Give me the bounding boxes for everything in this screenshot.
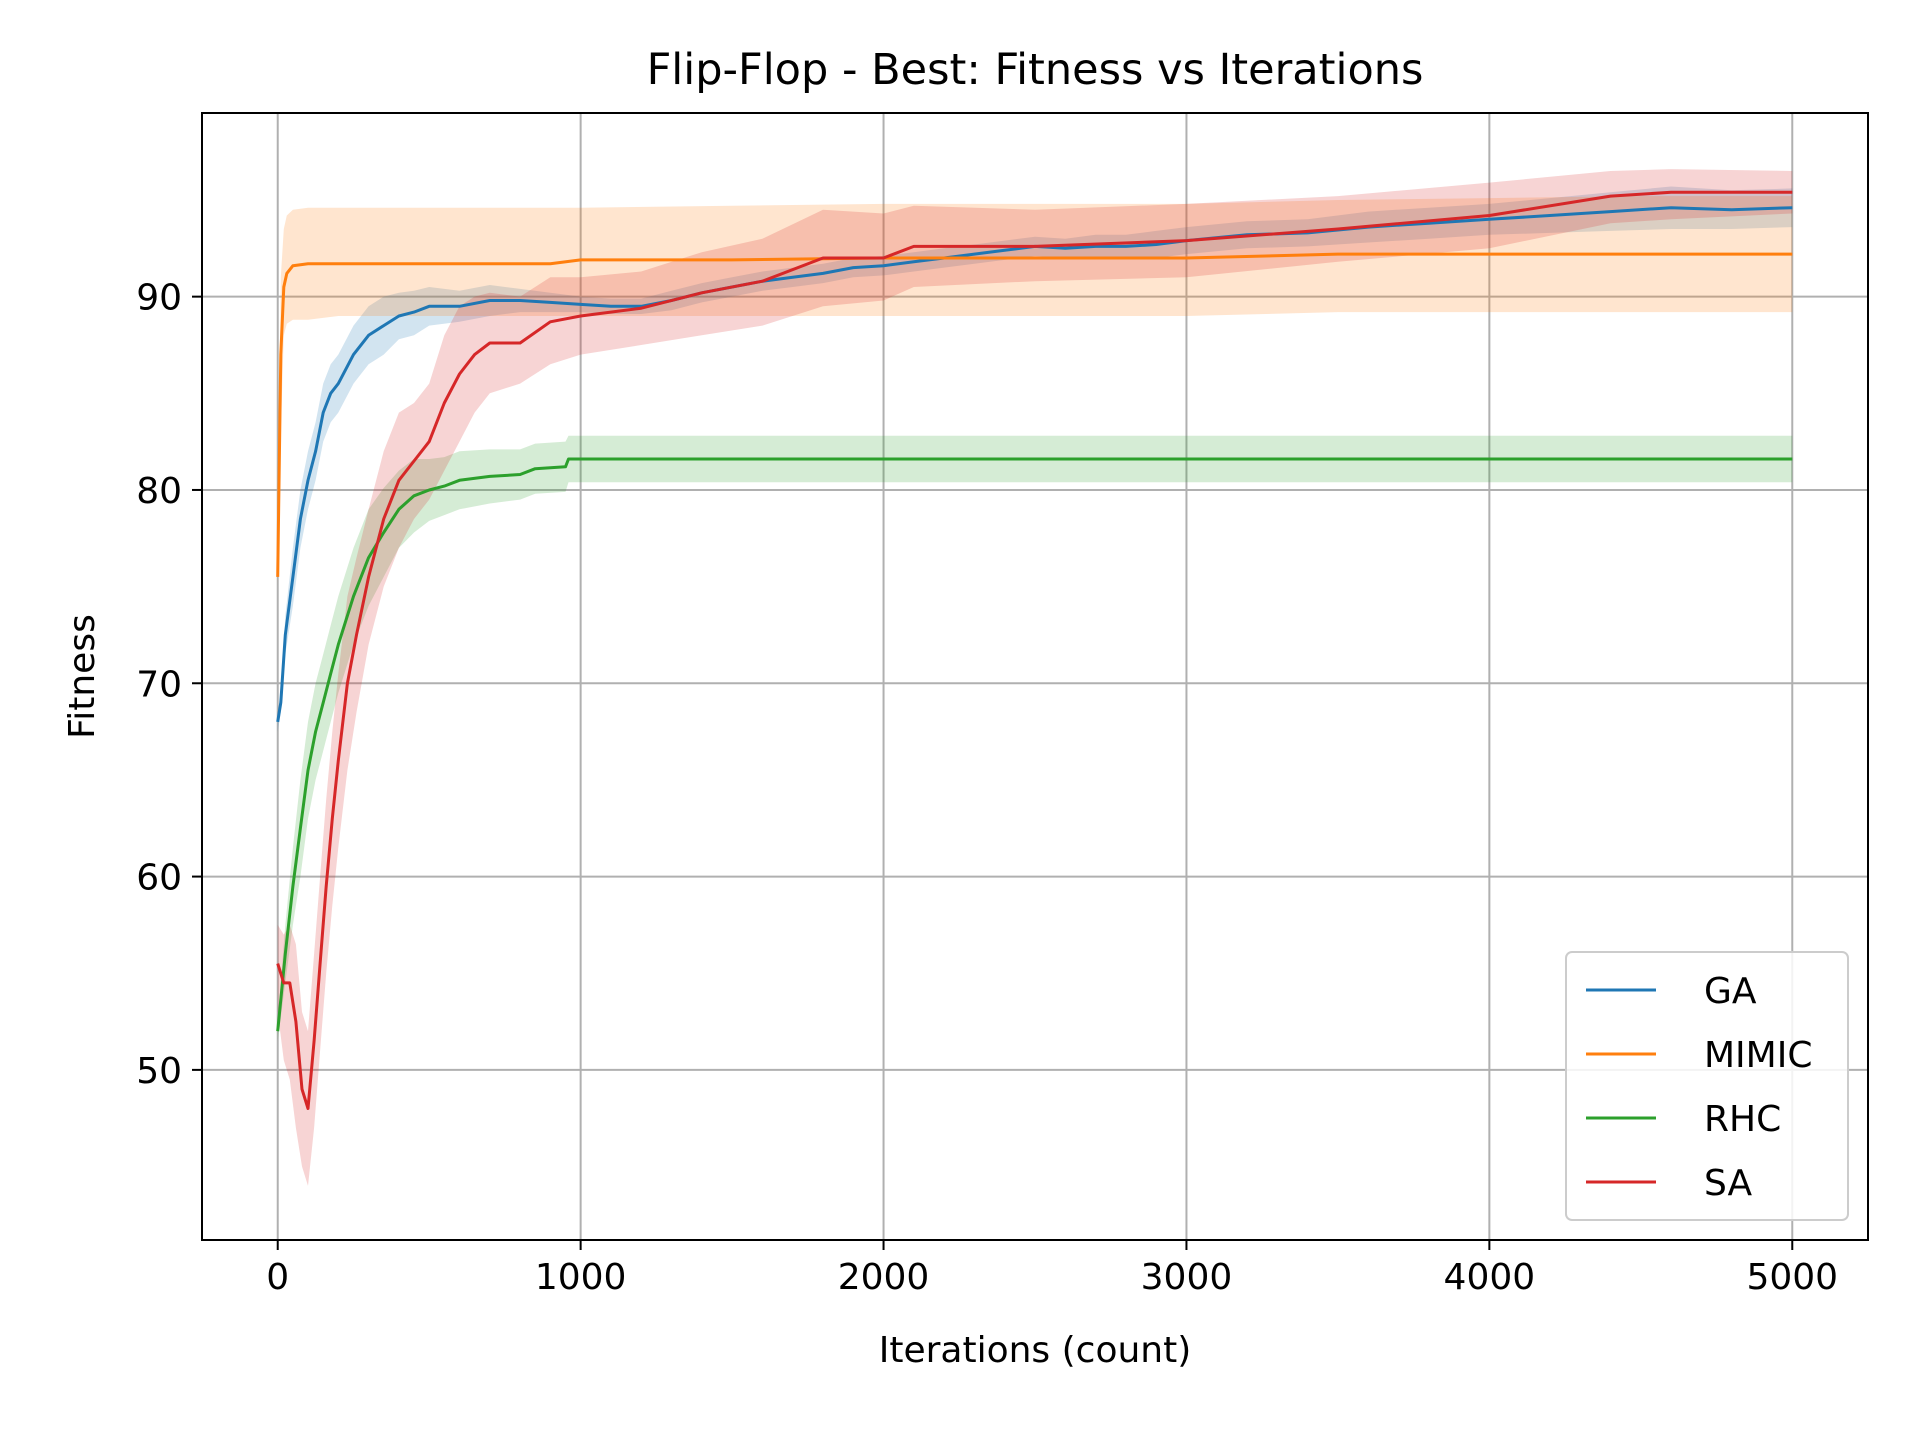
series-lines [276,190,1793,1110]
y-tick-label: 50 [136,1051,182,1092]
x-tick-label: 5000 [1746,1257,1838,1298]
plot-frame [201,112,1869,1241]
ticks: 0 1000 2000 3000 4000 5000 50 60 70 80 90 [136,278,1838,1298]
legend-label-mimic: MIMIC [1704,1035,1813,1076]
y-axis-title: Fitness [62,614,103,739]
y-tick-label: 60 [136,858,182,899]
rhc-confidence-band [277,435,1793,1041]
y-tick-label: 90 [136,278,182,319]
x-tick-label: 4000 [1444,1257,1536,1298]
chart-title: Flip-Flop - Best: Fitness vs Iterations [647,45,1424,95]
x-tick-label: 2000 [838,1257,930,1298]
rhc-series-line [276,457,1793,1032]
mimic-confidence-band [277,196,1793,587]
legend-label-rhc: RHC [1704,1099,1781,1140]
x-tick-label: 0 [266,1257,289,1298]
x-tick-label: 3000 [1141,1257,1233,1298]
confidence-bands [277,169,1793,1186]
legend-box [1565,951,1849,1221]
legend: GA MIMIC RHC SA [1565,951,1849,1221]
sa-series-line [276,190,1793,1110]
legend-label-ga: GA [1704,971,1757,1012]
grid [202,113,1868,1240]
legend-label-sa: SA [1704,1163,1753,1204]
x-axis-title: Iterations (count) [879,1330,1192,1371]
y-tick-label: 70 [136,664,182,705]
y-tick-label: 80 [136,471,182,512]
mimic-series-line [276,252,1793,577]
x-tick-label: 1000 [535,1257,627,1298]
